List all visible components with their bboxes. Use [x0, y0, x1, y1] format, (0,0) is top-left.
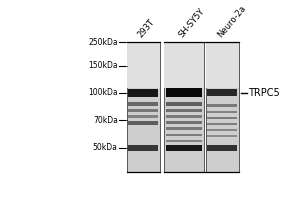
Bar	[128, 115, 158, 118]
Bar	[207, 89, 237, 96]
Text: SH-SY5Y: SH-SY5Y	[177, 7, 207, 39]
Bar	[207, 111, 237, 113]
Bar	[166, 88, 202, 97]
Text: TRPC5: TRPC5	[248, 88, 280, 98]
Bar	[207, 123, 237, 125]
Text: 100kDa: 100kDa	[88, 88, 118, 97]
Bar	[207, 117, 237, 119]
Text: Neuro-2a: Neuro-2a	[215, 4, 247, 39]
Bar	[128, 89, 158, 97]
Text: 293T: 293T	[136, 18, 157, 39]
Bar	[128, 145, 158, 151]
Bar	[164, 42, 204, 88]
Bar	[166, 134, 202, 136]
Bar	[128, 109, 158, 112]
Bar	[166, 109, 202, 112]
Bar	[166, 127, 202, 130]
Bar	[206, 42, 239, 172]
Bar	[166, 115, 202, 118]
Bar	[166, 145, 202, 151]
Bar	[128, 121, 158, 125]
Bar	[166, 140, 202, 142]
Text: 70kDa: 70kDa	[93, 116, 118, 125]
Bar	[127, 42, 160, 172]
Bar	[164, 42, 204, 172]
Bar	[166, 102, 202, 106]
Bar	[166, 121, 202, 124]
Bar	[207, 129, 237, 131]
Bar	[207, 145, 237, 151]
Text: 50kDa: 50kDa	[93, 143, 118, 152]
Bar	[127, 42, 160, 88]
Bar	[207, 104, 237, 107]
Bar	[206, 42, 239, 88]
Text: 250kDa: 250kDa	[88, 38, 118, 47]
Bar	[207, 135, 237, 137]
Text: 150kDa: 150kDa	[88, 61, 118, 70]
Bar	[128, 102, 158, 106]
